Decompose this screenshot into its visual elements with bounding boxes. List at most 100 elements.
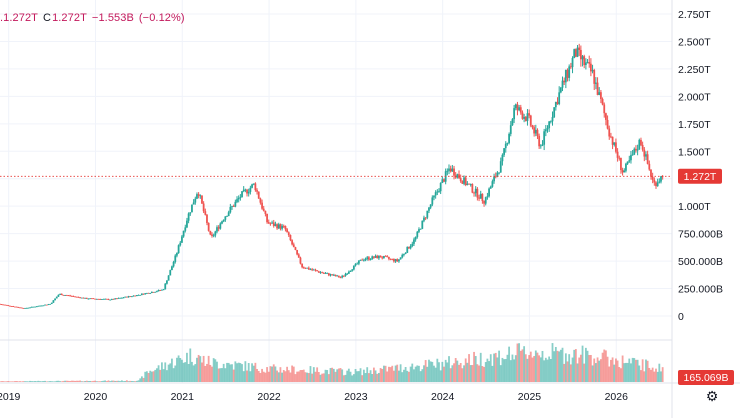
volume-bar (22, 381, 25, 382)
legend-close-value: 1.272T (52, 12, 87, 24)
candle-body (129, 296, 132, 298)
candle-body (598, 92, 601, 95)
volume-bar (194, 364, 197, 382)
volume-bar (189, 348, 192, 382)
candle-body (184, 227, 187, 231)
candle-body (406, 246, 409, 253)
volume-bar (314, 371, 317, 382)
volume-bar (513, 359, 516, 382)
price-axis[interactable]: 2.750T2.500T2.250T2.000T1.750T1.500T1.25… (678, 9, 723, 323)
volume-bar (281, 372, 283, 382)
candle-body (219, 223, 222, 229)
candle-body (67, 295, 70, 297)
candle-body (521, 112, 524, 119)
candle-body (177, 245, 180, 254)
volume-bar (289, 372, 292, 382)
candle-body (100, 299, 103, 300)
candle-body (182, 230, 185, 237)
candle-body (199, 195, 202, 197)
candle-body (14, 306, 16, 308)
candle-body (120, 297, 123, 299)
candle-body (322, 272, 325, 274)
volume-bar (152, 371, 155, 382)
volume-bar (372, 367, 375, 382)
volume-bar (524, 354, 527, 382)
candle-body (651, 176, 654, 180)
volume-bar (52, 381, 55, 382)
candle-body (299, 257, 302, 264)
volume-bar (443, 366, 445, 382)
volume-bar (27, 381, 30, 382)
candle-body (244, 189, 247, 191)
candle-body (524, 116, 527, 121)
candle-body (191, 204, 193, 213)
candle-body (297, 254, 300, 258)
volume-bar (72, 380, 75, 382)
candle-body (354, 263, 357, 266)
candle-body (17, 307, 20, 308)
volume-bar (576, 363, 579, 382)
candle-body (571, 58, 574, 68)
volume-bar (611, 357, 614, 382)
volume-bar (426, 366, 429, 382)
volume-bar (478, 365, 480, 382)
candle-body (516, 104, 519, 111)
candle-body (481, 193, 484, 202)
volume-bar (661, 367, 664, 382)
volume-bar (9, 381, 11, 382)
candle-body (64, 295, 66, 296)
candle-body (456, 174, 459, 178)
candle-body (104, 298, 107, 300)
candle-body (140, 293, 143, 295)
settings-gear-icon[interactable]: ⚙ (705, 388, 719, 404)
volume-bar (594, 363, 597, 382)
volume-bar (551, 343, 554, 382)
candle-body (413, 239, 415, 244)
volume-bar (561, 347, 564, 382)
candle-body (419, 228, 422, 230)
volume-bar (299, 370, 302, 382)
volume-bar (104, 380, 107, 382)
candle-body (271, 222, 273, 224)
volume-bar (226, 362, 228, 382)
time-axis[interactable]: 2019 2020 2021 2022 2023 2024 2025 2026 (0, 391, 628, 403)
candle-body (563, 80, 566, 83)
candle-body (192, 202, 195, 205)
volume-bar (119, 381, 122, 382)
time-axis-tick: 2026 (605, 391, 629, 403)
candle-body (217, 227, 220, 229)
volume-bar (458, 364, 460, 382)
candle-body (656, 182, 659, 187)
volume-bar (67, 380, 70, 382)
candle-body (658, 181, 661, 183)
volume-bar (588, 354, 591, 382)
legend-close-label: C (43, 12, 52, 24)
candle-body (566, 69, 569, 78)
volume-bar (466, 362, 469, 382)
candle-body (110, 298, 113, 300)
volume-bar (140, 376, 143, 382)
volume-bar (419, 371, 422, 382)
volume-bar (641, 359, 644, 382)
volume-bar (463, 365, 465, 382)
candle-body (282, 225, 285, 227)
volume-bar (473, 351, 475, 382)
volume-bar (2, 381, 5, 382)
candle-body (264, 210, 267, 214)
volume-bar (39, 381, 41, 382)
candle-body (157, 290, 160, 292)
candle-body (50, 302, 53, 304)
volume-bar (493, 353, 495, 382)
volume-bar (55, 380, 58, 382)
volume-bar (212, 358, 215, 382)
volume-bar (57, 380, 60, 382)
candle-body (528, 113, 531, 116)
candle-body (486, 196, 489, 198)
candle-body (494, 176, 497, 178)
candle-body (292, 244, 295, 248)
volume-bar (574, 349, 577, 382)
volume-bar (546, 359, 549, 382)
candle-body (429, 204, 432, 208)
candle-body (421, 220, 424, 229)
